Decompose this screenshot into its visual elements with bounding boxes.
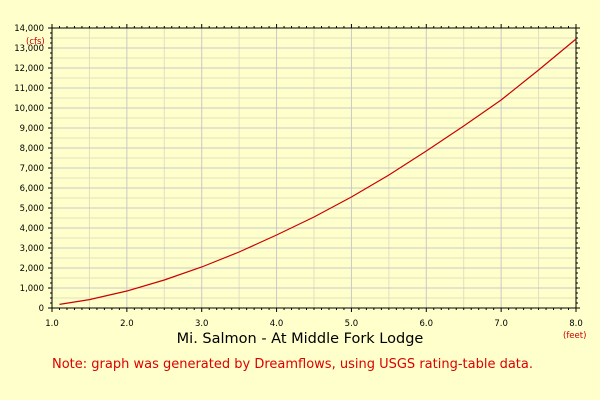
y-axis-unit: (cfs)	[26, 37, 45, 47]
y-tick-label: 5,000	[20, 204, 44, 214]
x-tick-label: 2.0	[120, 319, 134, 329]
x-tick-label: 4.0	[270, 319, 284, 329]
y-tick-label: 10,000	[14, 104, 44, 114]
y-tick-label: 4,000	[20, 224, 44, 234]
chart-title: Mi. Salmon - At Middle Fork Lodge	[176, 331, 424, 347]
chart-note: Note: graph was generated by Dreamflows,…	[52, 357, 533, 372]
y-tick-label: 0	[39, 304, 44, 314]
y-tick-label: 2,000	[20, 264, 44, 274]
y-tick-labels: 0 1,000 2,000 3,000 4,000 5,000 6,000 7,000 8,00…	[14, 24, 44, 314]
y-tick-label: 3,000	[20, 244, 44, 254]
grid	[52, 28, 576, 308]
x-tick-label: 5.0	[345, 319, 359, 329]
y-tick-label: 13,000	[14, 44, 44, 54]
plot-frame	[51, 27, 577, 309]
y-tick-label: 6,000	[20, 184, 44, 194]
y-tick-label: 8,000	[20, 144, 44, 154]
x-tick-label: 8.0	[569, 319, 583, 329]
x-tick-label: 3.0	[195, 319, 209, 329]
y-tick-label: 1,000	[20, 284, 44, 294]
y-tick-label: 9,000	[20, 124, 44, 134]
series-line	[59, 38, 577, 305]
y-tick-label: 14,000	[14, 24, 44, 34]
x-tick-label: 7.0	[494, 319, 508, 329]
x-axis-unit: (feet)	[563, 331, 586, 341]
y-tick-label: 11,000	[14, 84, 44, 94]
y-tick-label: 7,000	[20, 164, 44, 174]
x-tick-label: 1.0	[45, 319, 59, 329]
x-tick-label: 6.0	[420, 319, 434, 329]
x-tick-labels: 1.0 2.0 3.0 4.0 5.0 6.0 7.0 8.0	[45, 319, 583, 329]
axes	[48, 24, 580, 312]
series	[59, 38, 577, 305]
y-tick-label: 12,000	[14, 64, 44, 74]
